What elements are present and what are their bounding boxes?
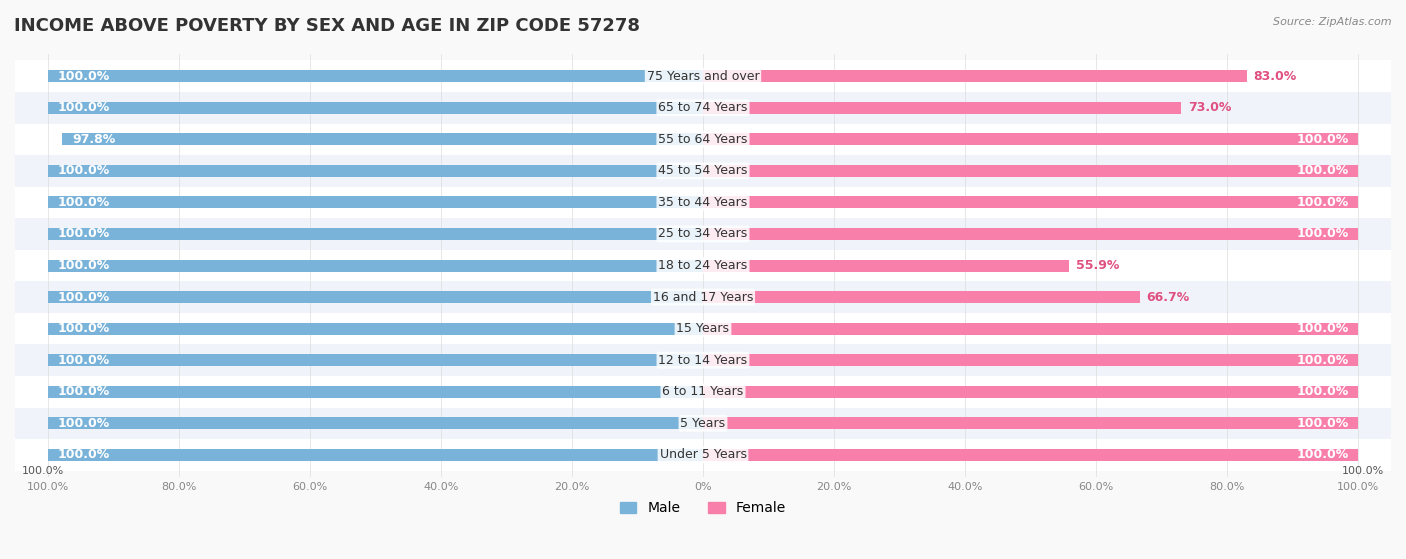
Text: 83.0%: 83.0% bbox=[1253, 70, 1296, 83]
Bar bbox=[15, 376, 1391, 408]
Text: 100.0%: 100.0% bbox=[58, 259, 110, 272]
Bar bbox=[48, 449, 703, 461]
Bar bbox=[48, 354, 703, 366]
Bar bbox=[703, 386, 1358, 398]
Bar bbox=[703, 291, 1140, 303]
Text: 100.0%: 100.0% bbox=[58, 448, 110, 461]
Bar bbox=[15, 281, 1391, 313]
Text: 100.0%: 100.0% bbox=[1296, 196, 1348, 209]
Bar bbox=[15, 124, 1391, 155]
Text: Source: ZipAtlas.com: Source: ZipAtlas.com bbox=[1274, 17, 1392, 27]
Bar bbox=[48, 228, 703, 240]
Bar bbox=[62, 134, 703, 145]
Bar bbox=[15, 92, 1391, 124]
Text: 100.0%: 100.0% bbox=[1296, 417, 1348, 430]
Text: 6 to 11 Years: 6 to 11 Years bbox=[662, 385, 744, 398]
Text: 55 to 64 Years: 55 to 64 Years bbox=[658, 133, 748, 146]
Text: 100.0%: 100.0% bbox=[1296, 385, 1348, 398]
Text: 100.0%: 100.0% bbox=[58, 354, 110, 367]
Bar bbox=[703, 418, 1358, 429]
Bar bbox=[48, 259, 703, 272]
Text: 66.7%: 66.7% bbox=[1147, 291, 1189, 304]
Bar bbox=[15, 313, 1391, 344]
Bar bbox=[703, 102, 1181, 114]
Bar bbox=[703, 134, 1358, 145]
Text: 100.0%: 100.0% bbox=[1296, 322, 1348, 335]
Text: 100.0%: 100.0% bbox=[58, 385, 110, 398]
Text: 100.0%: 100.0% bbox=[1296, 354, 1348, 367]
Text: 5 Years: 5 Years bbox=[681, 417, 725, 430]
Text: 75 Years and over: 75 Years and over bbox=[647, 70, 759, 83]
Text: 100.0%: 100.0% bbox=[1296, 228, 1348, 240]
Bar bbox=[48, 386, 703, 398]
Text: 73.0%: 73.0% bbox=[1188, 101, 1232, 114]
Bar bbox=[703, 165, 1358, 177]
Text: 100.0%: 100.0% bbox=[58, 417, 110, 430]
Text: 55.9%: 55.9% bbox=[1076, 259, 1119, 272]
Text: 100.0%: 100.0% bbox=[58, 101, 110, 114]
Bar bbox=[703, 228, 1358, 240]
Bar bbox=[48, 165, 703, 177]
Text: 100.0%: 100.0% bbox=[1343, 466, 1385, 476]
Text: 15 Years: 15 Years bbox=[676, 322, 730, 335]
Text: 18 to 24 Years: 18 to 24 Years bbox=[658, 259, 748, 272]
Bar bbox=[48, 323, 703, 335]
Text: 100.0%: 100.0% bbox=[58, 164, 110, 177]
Text: 12 to 14 Years: 12 to 14 Years bbox=[658, 354, 748, 367]
Bar bbox=[48, 102, 703, 114]
Text: Under 5 Years: Under 5 Years bbox=[659, 448, 747, 461]
Text: 100.0%: 100.0% bbox=[1296, 164, 1348, 177]
Text: 45 to 54 Years: 45 to 54 Years bbox=[658, 164, 748, 177]
Text: 100.0%: 100.0% bbox=[58, 291, 110, 304]
Bar bbox=[703, 259, 1070, 272]
Bar bbox=[15, 60, 1391, 92]
Bar bbox=[48, 418, 703, 429]
Bar bbox=[48, 70, 703, 82]
Text: 100.0%: 100.0% bbox=[58, 322, 110, 335]
Text: 100.0%: 100.0% bbox=[1296, 448, 1348, 461]
Text: 65 to 74 Years: 65 to 74 Years bbox=[658, 101, 748, 114]
Text: 16 and 17 Years: 16 and 17 Years bbox=[652, 291, 754, 304]
Bar bbox=[15, 155, 1391, 187]
Bar bbox=[15, 218, 1391, 250]
Bar bbox=[15, 439, 1391, 471]
Bar bbox=[15, 250, 1391, 281]
Bar bbox=[15, 408, 1391, 439]
Text: 97.8%: 97.8% bbox=[72, 133, 115, 146]
Bar bbox=[48, 196, 703, 209]
Bar bbox=[48, 291, 703, 303]
Bar bbox=[15, 344, 1391, 376]
Legend: Male, Female: Male, Female bbox=[614, 496, 792, 521]
Text: 100.0%: 100.0% bbox=[58, 196, 110, 209]
Text: 100.0%: 100.0% bbox=[58, 228, 110, 240]
Bar bbox=[703, 70, 1247, 82]
Bar bbox=[15, 187, 1391, 218]
Text: 100.0%: 100.0% bbox=[58, 70, 110, 83]
Text: 100.0%: 100.0% bbox=[21, 466, 63, 476]
Text: 35 to 44 Years: 35 to 44 Years bbox=[658, 196, 748, 209]
Bar bbox=[703, 196, 1358, 209]
Text: 100.0%: 100.0% bbox=[1296, 133, 1348, 146]
Text: 25 to 34 Years: 25 to 34 Years bbox=[658, 228, 748, 240]
Bar bbox=[703, 323, 1358, 335]
Bar bbox=[703, 449, 1358, 461]
Text: INCOME ABOVE POVERTY BY SEX AND AGE IN ZIP CODE 57278: INCOME ABOVE POVERTY BY SEX AND AGE IN Z… bbox=[14, 17, 640, 35]
Bar bbox=[703, 354, 1358, 366]
